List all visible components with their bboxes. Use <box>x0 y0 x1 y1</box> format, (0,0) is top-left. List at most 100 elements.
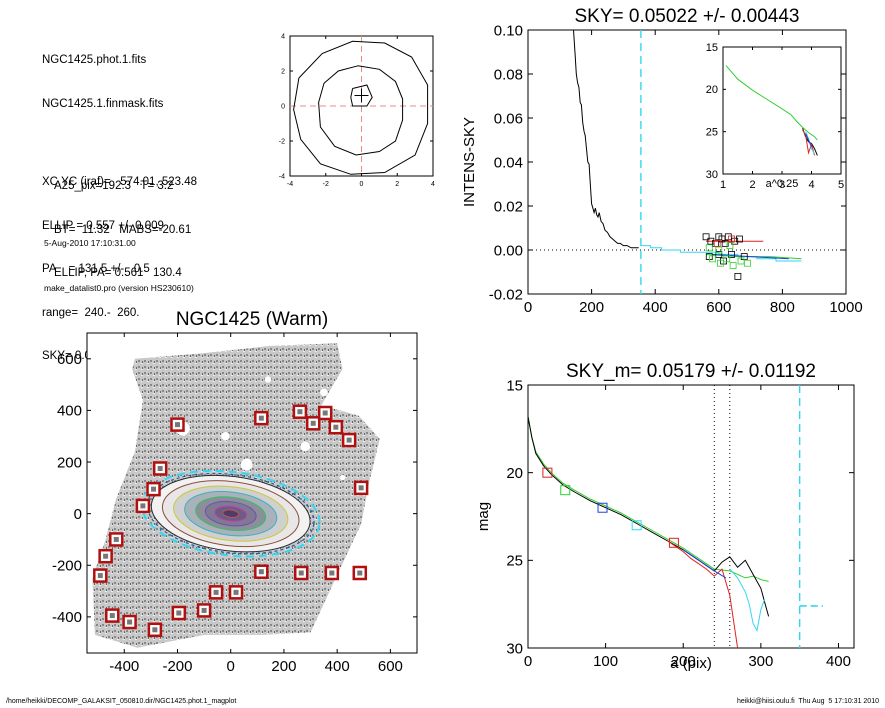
sky-box-center <box>322 410 328 416</box>
mag-marker <box>597 502 608 513</box>
x-tick-label: 800 <box>770 299 795 316</box>
sky-box-center <box>310 420 316 426</box>
sky-box-center <box>297 409 303 415</box>
x-tick-label: 2 <box>395 181 399 188</box>
x-tick-label: 400 <box>643 299 668 316</box>
y-tick-label: 15 <box>706 42 718 54</box>
mag-axes: 0 100 200 300 400 15 20 25 30 SKY_m= 0.05179 +/- … <box>475 361 855 672</box>
chart-title: NGC1425 (Warm) <box>176 309 328 330</box>
mag-profile-line <box>667 540 739 648</box>
info-line: XC,YC (iraf)= 574.01, 523.48 <box>42 176 198 188</box>
sky-box-center <box>329 570 335 576</box>
x-tick-label: 200 <box>271 658 296 675</box>
masked-star <box>221 431 230 441</box>
y-tick-label: 20 <box>506 465 523 482</box>
masked-star <box>114 400 124 411</box>
x-tick-label: 200 <box>671 653 696 670</box>
x-tick-label: -4 <box>287 181 293 188</box>
info-stats: A25_pix=192.3 T= 3.2 BT= 11.32 MABS=-20.… <box>54 150 191 310</box>
sky-box-center <box>258 569 264 575</box>
info-program: make_datalist0.pro (version HS230610) <box>44 283 194 293</box>
y-tick-label: 0.04 <box>494 154 523 171</box>
x-tick-label: 200 <box>579 299 604 316</box>
sky-box-center <box>97 573 103 579</box>
sky-marker <box>726 242 734 250</box>
x-axis-label: a^0.25 <box>766 178 799 190</box>
sky-box-center <box>103 553 109 559</box>
info-meta: 5-Aug-2010 17:10:31.00 make_datalist0.pr… <box>44 206 194 326</box>
mag-marker <box>560 485 571 496</box>
y-tick-label: 30 <box>506 640 523 657</box>
info-line: PA = 131.5 +/- 0.5 <box>42 263 150 275</box>
y-tick-label: -4 <box>279 173 285 180</box>
y-tick-label: 0 <box>74 506 82 523</box>
x-tick-label: 0 <box>227 658 235 675</box>
y-tick-label: 400 <box>57 403 82 420</box>
sky-marker <box>702 233 710 241</box>
sky-box-center <box>298 570 304 576</box>
inset-profile-line <box>805 133 812 148</box>
y-tick-label: -2 <box>279 138 285 145</box>
sky-box-center <box>233 589 239 595</box>
y-tick-label: 0.08 <box>494 66 523 83</box>
info-line: NGC1425.1.finmask.fits <box>42 97 164 110</box>
isophote-contour <box>293 40 429 175</box>
y-tick-label: 0.00 <box>494 242 523 259</box>
sky-box-center <box>174 422 180 428</box>
sky-box-center <box>258 415 264 421</box>
sky-marker <box>715 250 723 258</box>
y-tick-label: 30 <box>706 169 718 181</box>
x-tick-label: 0 <box>524 653 532 670</box>
sky-marker <box>705 244 713 252</box>
info-line: range= 240.- 260. <box>42 306 140 319</box>
x-tick-label: 600 <box>706 299 731 316</box>
inset-series-group <box>725 65 818 156</box>
mag-frame <box>527 384 855 649</box>
stat-line: BT= 11.32 MABS=-20.61 <box>54 223 192 236</box>
mag-marker <box>668 537 679 548</box>
isophote-contour <box>318 65 404 156</box>
y-tick-label: 0.06 <box>494 110 523 127</box>
sky-marker <box>716 259 724 267</box>
isophote-ring <box>222 509 240 518</box>
x-tick-label: -400 <box>109 658 139 675</box>
sky-box-center <box>346 437 352 443</box>
masked-star <box>264 376 272 383</box>
sky-box-center <box>152 627 158 633</box>
inset-frame <box>722 46 842 175</box>
galaxy-frame <box>86 332 418 654</box>
inset-axes: 1 2 3 4 5 15 20 25 30 a^0.25 <box>706 42 844 191</box>
y-tick-label: 4 <box>281 33 285 40</box>
x-tick-label: 4 <box>808 179 814 191</box>
sky-box-center <box>113 536 119 542</box>
inset-profile-line <box>725 65 818 141</box>
x-tick-label: -200 <box>162 658 192 675</box>
sky-marker <box>728 235 735 243</box>
sky-marker <box>736 235 743 243</box>
x-tick-label: 600 <box>378 658 403 675</box>
sky-profile-line <box>640 245 802 262</box>
chart-title: SKY_m= 0.05179 +/- 0.01192 <box>566 361 816 382</box>
sky-box-center <box>357 570 363 576</box>
sky-marker <box>715 246 723 254</box>
y-tick-label: 25 <box>506 553 523 570</box>
sky-axes: 0 200 400 600 800 1000 -0.02 0.00 0.02 0.04 0.06 0.… <box>461 6 863 316</box>
x-tick-label: 4 <box>431 181 435 188</box>
sky-box-center <box>176 610 182 616</box>
y-axis-label: mag <box>475 502 492 531</box>
y-tick-label: 0 <box>281 103 285 110</box>
y-tick-label: -0.02 <box>489 286 523 303</box>
sky-box-center <box>109 613 115 619</box>
sky-box-center <box>358 485 364 491</box>
x-tick-label: 0 <box>360 181 364 188</box>
sky-box-center <box>213 589 219 595</box>
sky-marker <box>709 255 716 263</box>
masked-star <box>320 388 328 397</box>
y-tick-label: -200 <box>52 558 82 575</box>
mag-profile-line <box>528 416 769 582</box>
sky-marker <box>729 261 737 269</box>
mag-profile-line <box>528 416 770 617</box>
sky-box-center <box>151 486 157 492</box>
